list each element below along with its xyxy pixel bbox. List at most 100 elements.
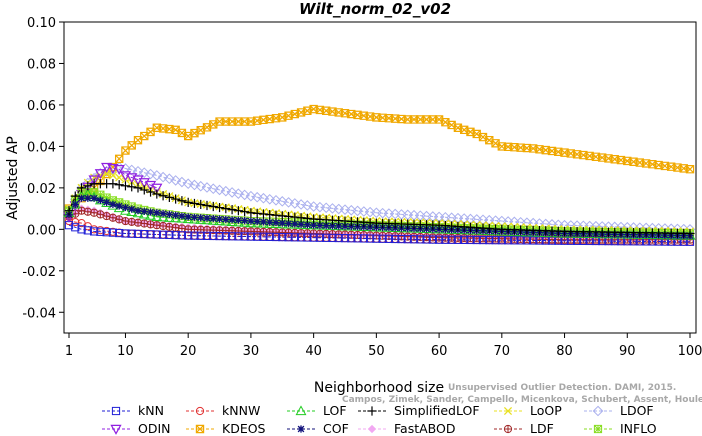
data-point-ldof <box>270 194 282 206</box>
x-tick-label: 100 <box>678 344 702 359</box>
data-point-cof <box>128 205 136 213</box>
legend-marker-ldof <box>584 405 612 416</box>
data-point-cof <box>247 217 255 225</box>
data-point-knn <box>240 232 249 241</box>
legend-item-fastabod: FastABOD <box>356 421 456 436</box>
data-point-odin <box>113 165 125 176</box>
data-point-simplifiedlof <box>240 207 250 217</box>
data-point-cof <box>71 200 79 209</box>
data-point-knn <box>416 235 425 244</box>
legend: kNN kNNW LOF SimplifiedLOF LoOP LDOF ODI… <box>92 402 702 436</box>
legend-item-cof: COF <box>285 421 349 436</box>
data-point-cof <box>222 215 230 223</box>
legend-symbol <box>503 424 513 433</box>
data-point-knn <box>497 236 506 245</box>
data-point-cof <box>96 196 104 204</box>
y-tick-label: -0.02 <box>22 265 56 280</box>
data-point-knn <box>89 227 99 236</box>
data-point-knn <box>296 233 306 242</box>
data-point-simplifiedlof <box>283 211 294 222</box>
data-point-ldof <box>195 180 207 192</box>
x-tick-label: 30 <box>243 344 260 359</box>
data-point-ldof <box>182 178 194 190</box>
data-point-cof <box>190 213 199 221</box>
data-point-cof <box>134 207 142 215</box>
legend-item-lof: LOF <box>285 403 347 418</box>
data-point-knn <box>177 231 187 240</box>
legend-label-cof: COF <box>323 421 349 436</box>
data-point-cof <box>77 194 86 202</box>
data-point-simplifiedlof <box>145 187 156 197</box>
data-point-simplifiedlof <box>152 189 162 199</box>
data-point-simplifiedlof <box>208 201 218 212</box>
legend-label-ldf: LDF <box>530 421 554 436</box>
data-point-ldof <box>233 188 244 199</box>
data-point-cof <box>322 222 330 230</box>
data-point-ldof <box>314 201 326 213</box>
data-point-simplifiedlof <box>196 199 206 210</box>
data-point-simplifiedlof <box>227 205 237 215</box>
data-point-ldof <box>189 179 200 191</box>
data-point-knn <box>541 236 550 245</box>
data-point-knn <box>510 236 519 245</box>
data-point-simplifiedlof <box>233 206 243 216</box>
data-point-knn <box>71 223 80 232</box>
data-point-knn <box>278 233 287 242</box>
x-axis: 1 10 20 30 40 50 60 70 80 90 100 <box>65 333 702 359</box>
data-point-cof <box>109 200 117 209</box>
data-point-ldof <box>176 176 188 188</box>
data-point-knn <box>347 234 356 243</box>
data-point-simplifiedlof <box>252 208 262 218</box>
data-point-simplifiedlof <box>164 192 174 203</box>
data-point-simplifiedlof <box>189 198 200 209</box>
data-point-simplifiedlof <box>296 213 306 223</box>
data-point-knn <box>309 233 318 242</box>
data-point-cof <box>153 209 161 217</box>
data-point-cof <box>328 222 337 230</box>
data-point-cof <box>241 217 249 225</box>
data-point-ldof <box>151 170 163 181</box>
y-axis-label: Adjusted AP <box>5 136 21 220</box>
legend-marker-lof <box>287 404 315 415</box>
data-point-ldof <box>251 191 263 203</box>
data-point-knn <box>303 233 312 242</box>
data-point-simplifiedlof <box>214 202 225 213</box>
data-point-knn <box>221 232 230 241</box>
data-point-knn <box>466 235 475 245</box>
data-point-simplifiedlof <box>271 210 281 220</box>
data-point-ldof <box>164 173 175 185</box>
data-point-simplifiedlof <box>114 180 124 190</box>
chart-title: Wilt_norm_02_v02 <box>299 0 451 18</box>
data-point-cof <box>90 194 98 202</box>
data-point-loop <box>108 171 117 180</box>
data-point-knn <box>491 236 500 245</box>
data-point-knn <box>340 234 350 243</box>
legend-symbol <box>367 424 377 433</box>
data-point-knn <box>516 236 525 245</box>
data-point-simplifiedlof <box>183 197 193 207</box>
data-point-cof <box>228 216 236 224</box>
legend-symbol <box>503 406 513 415</box>
x-tick-label: 1 <box>65 344 73 359</box>
data-point-knn <box>184 231 193 240</box>
data-point-ldof <box>214 184 225 196</box>
data-point-ldof <box>320 202 332 214</box>
legend-item-knnw: kNNW <box>184 403 260 418</box>
data-point-lof <box>151 211 163 221</box>
data-point-cof <box>341 222 349 230</box>
data-point-ldof <box>145 168 156 180</box>
legend-marker-inflo <box>584 424 612 433</box>
data-point-knn <box>133 229 143 238</box>
legend-label-lof: LOF <box>323 403 347 418</box>
data-point-odin <box>101 162 113 173</box>
legend-label-odin: ODIN <box>138 421 171 436</box>
data-point-ldof <box>289 198 301 209</box>
data-point-knn <box>472 235 481 245</box>
watermark-line-2: Campos, Zimek, Sander, Campello, Micenko… <box>342 395 702 405</box>
legend-symbol <box>195 406 205 415</box>
data-point-knn <box>522 236 532 245</box>
data-point-knn <box>397 234 406 244</box>
data-point-cof <box>278 219 286 227</box>
legend-symbol <box>110 424 122 435</box>
legend-item-kdeos: KDEOS <box>184 421 266 436</box>
